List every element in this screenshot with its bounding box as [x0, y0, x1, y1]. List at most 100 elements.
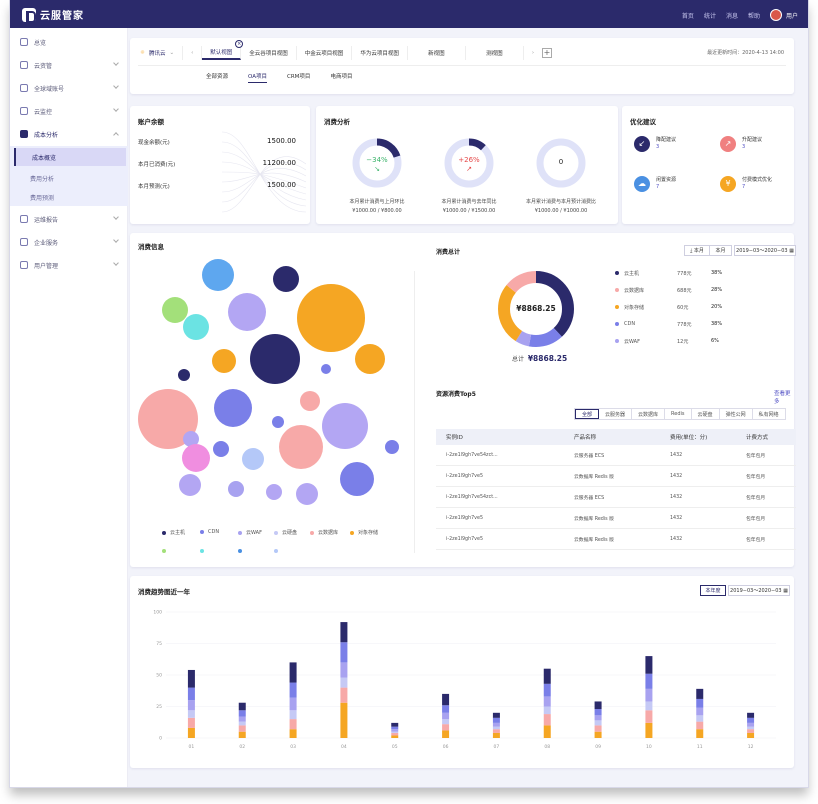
bubble — [250, 334, 300, 384]
bar-segment — [645, 710, 653, 723]
filter-vpc[interactable]: 私有网络 — [758, 411, 779, 418]
subtab-all[interactable]: 全部资源 — [206, 74, 229, 80]
arrow-down-right-icon: ↘ — [374, 165, 380, 173]
balance-wave-decoration — [222, 131, 306, 213]
optimization-card: 优化建议 ↙ 降配建议 3 ↗ 升配建议 3 ☁ 闲置资源 7 ¥ 付费模式优化 7 — [622, 106, 794, 224]
tab-zhongjin-view[interactable]: 中金云项目视图 — [297, 46, 353, 60]
bubble — [182, 444, 210, 472]
table-row[interactable]: i-2ze1l9gh7ve5 云数据库 Redis 版 1432 包年包月 — [436, 508, 796, 529]
table-row[interactable]: i-2ze1l9gh7ve5 云数据库 Redis 版 1432 包年包月 — [436, 466, 796, 487]
bar-segment — [543, 696, 551, 707]
chevron-up-icon — [113, 132, 119, 138]
x-tick-label: 01 — [189, 744, 195, 750]
download-icon: ⤓ — [690, 247, 693, 254]
update-time: 最近更新时间：2020-4-13 14:00 — [707, 50, 784, 56]
bar-segment — [594, 731, 602, 738]
legend-swatch — [200, 530, 204, 534]
bar-segment — [238, 725, 246, 732]
yoy-values: ¥1000.00 / ¥1500.00 — [442, 208, 496, 214]
calendar-icon: ▦ — [783, 587, 788, 594]
sidebar-sub-cost-forecast[interactable]: 费用预测 — [30, 194, 55, 202]
nav-home[interactable]: 首页 — [681, 12, 694, 20]
filter-server[interactable]: 云服务器 — [599, 409, 633, 419]
sidebar-item-ops-report[interactable]: 运维报告 — [10, 208, 128, 230]
trend-title: 消费趋势图近一年 — [138, 588, 190, 596]
nav-help[interactable]: 帮助 — [747, 12, 760, 20]
cloud-selector[interactable]: ☼ 腾讯云 ⌄ — [138, 46, 184, 60]
bar-segment — [442, 693, 450, 706]
bubble — [296, 483, 318, 505]
billing-optimization[interactable]: ¥ 付费模式优化 7 — [720, 176, 772, 192]
tab-quanyun-view[interactable]: 全云谷项目视图 — [241, 46, 297, 60]
sidebar-item-monitor[interactable]: 云监控 — [10, 100, 128, 122]
table-row[interactable]: i-2ze1l9gh7ve54zct... 云服务器 ECS 1432 包年包月 — [436, 487, 796, 508]
x-tick-label: 03 — [290, 744, 296, 750]
legend-percent: 28% — [711, 287, 723, 293]
export-button[interactable]: ⤓ 本月 — [684, 245, 710, 256]
sidebar-item-users[interactable]: 用户管理 — [10, 254, 128, 276]
year-button[interactable]: 本年度 — [700, 585, 726, 596]
bar-segment — [645, 701, 653, 711]
user-name[interactable]: 用户 — [785, 12, 798, 20]
idle-resources[interactable]: ☁ 闲置资源 7 — [634, 176, 676, 192]
consumption-info-title: 消费信息 — [138, 243, 164, 251]
logo-icon — [22, 7, 36, 23]
table-row[interactable]: i-2ze1l9gh7ve54zct... 云服务器 ECS 1432 包年包月 — [436, 445, 796, 466]
subtab-oa[interactable]: OA项目 — [248, 72, 268, 83]
globe-icon — [20, 84, 28, 92]
filter-redis[interactable]: Redis — [665, 409, 692, 419]
filter-eip[interactable]: 弹性公网 — [720, 409, 753, 419]
bar-segment — [238, 710, 246, 717]
logo[interactable]: 云服管家 — [22, 7, 84, 23]
sidebar-sub-cost-overview[interactable]: 成本概览 — [14, 148, 126, 166]
month-spent: 本月已消费(元) 11200.00 — [138, 159, 296, 168]
avatar[interactable] — [769, 9, 782, 21]
trend-date-range-picker[interactable]: 2019−03～2020−03 ▦ — [728, 585, 790, 596]
bar-segment — [543, 714, 551, 726]
cash-balance: 现金余额(元) 1500.00 — [138, 137, 296, 146]
sidebar-item-overview[interactable]: 总览 — [10, 31, 128, 53]
close-icon[interactable]: × — [235, 40, 244, 48]
nav-messages[interactable]: 消息 — [725, 12, 738, 20]
bar-segment — [594, 725, 602, 732]
view-more-link[interactable]: 查看更多 — [774, 391, 791, 405]
x-tick-label: 09 — [595, 744, 601, 750]
filter-disk[interactable]: 云硬盘 — [692, 409, 720, 419]
sidebar-item-cost-analysis[interactable]: 成本分析 — [10, 123, 128, 145]
tab-default-view[interactable]: 默认视图 × — [202, 40, 244, 60]
sidebar-item-cloud-resources[interactable]: 云资管 — [10, 54, 128, 76]
bar-segment — [747, 732, 755, 738]
bar-segment — [340, 662, 348, 678]
tabs-prev-arrow[interactable]: ‹ — [183, 46, 203, 60]
bar-segment — [187, 687, 195, 701]
downgrade-suggestion[interactable]: ↙ 降配建议 3 — [634, 136, 676, 152]
table-row[interactable]: i-2ze1l9gh7ve5 云数据库 Redis 版 1432 包年包月 — [436, 529, 796, 550]
bar-segment — [289, 729, 297, 738]
consumption-title: 消费分析 — [324, 118, 350, 126]
filter-all[interactable]: 全部 — [575, 409, 600, 419]
bar-segment — [696, 715, 704, 722]
table-cell: 云服务器 ECS — [574, 495, 605, 501]
top5-title: 资源消费Top5 — [436, 391, 476, 398]
tab-huawei-view[interactable]: 华为云项目视图 — [352, 46, 408, 60]
date-range-picker[interactable]: 2019−03～2020−03 ▦ — [734, 245, 796, 256]
bubble — [183, 431, 199, 447]
sidebar-item-accounts[interactable]: 全球域账号 — [10, 77, 128, 99]
bar-segment — [492, 717, 500, 723]
nav-stats[interactable]: 统计 — [703, 12, 716, 20]
add-view-button[interactable]: + — [542, 48, 553, 58]
tabs-next-arrow[interactable]: › — [531, 50, 535, 56]
month-button[interactable]: 本月 — [710, 245, 732, 256]
tab-test-view[interactable]: 测视图 — [466, 46, 524, 60]
bubble — [183, 314, 209, 340]
filter-database[interactable]: 云数据库 — [632, 409, 666, 419]
consumption-info-card: 消费信息 — [130, 233, 796, 567]
subtab-crm[interactable]: CRM项目 — [287, 74, 311, 80]
tab-new-view[interactable]: 新视图 — [408, 46, 466, 60]
sidebar-sub-cost-analysis[interactable]: 费用分析 — [30, 175, 55, 183]
cloud-icon: ☁ — [634, 176, 650, 192]
legend-swatch — [274, 530, 278, 535]
upgrade-suggestion[interactable]: ↗ 升配建议 3 — [720, 136, 762, 152]
subtab-ecommerce[interactable]: 电商项目 — [330, 74, 353, 80]
sidebar-item-enterprise[interactable]: 企业服务 — [10, 231, 128, 253]
